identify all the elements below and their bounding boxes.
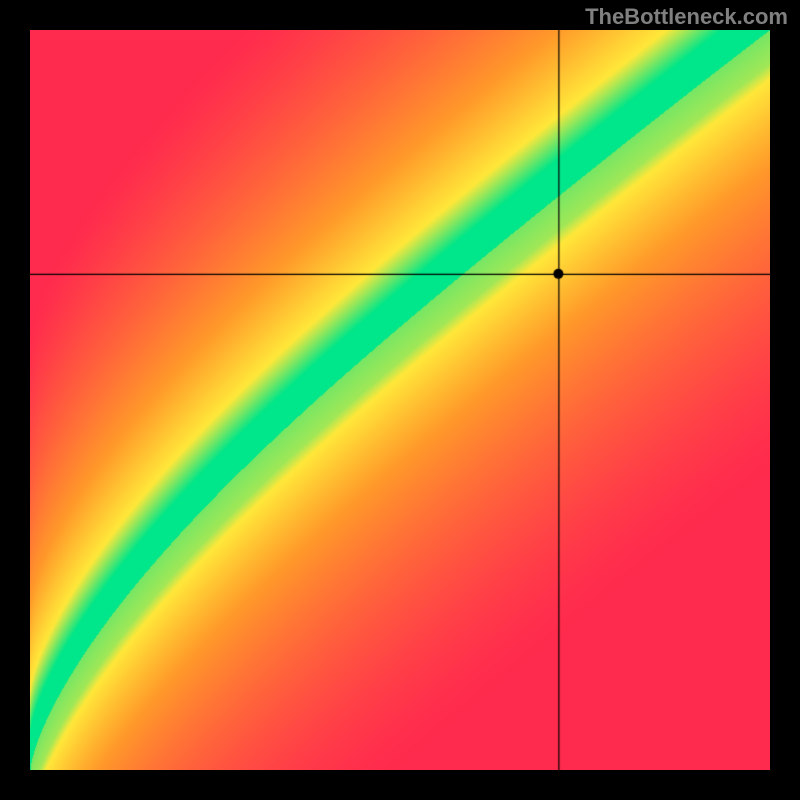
heatmap-plot	[30, 30, 770, 770]
watermark-text: TheBottleneck.com	[585, 4, 788, 30]
chart-container: TheBottleneck.com	[0, 0, 800, 800]
heatmap-canvas	[30, 30, 770, 770]
